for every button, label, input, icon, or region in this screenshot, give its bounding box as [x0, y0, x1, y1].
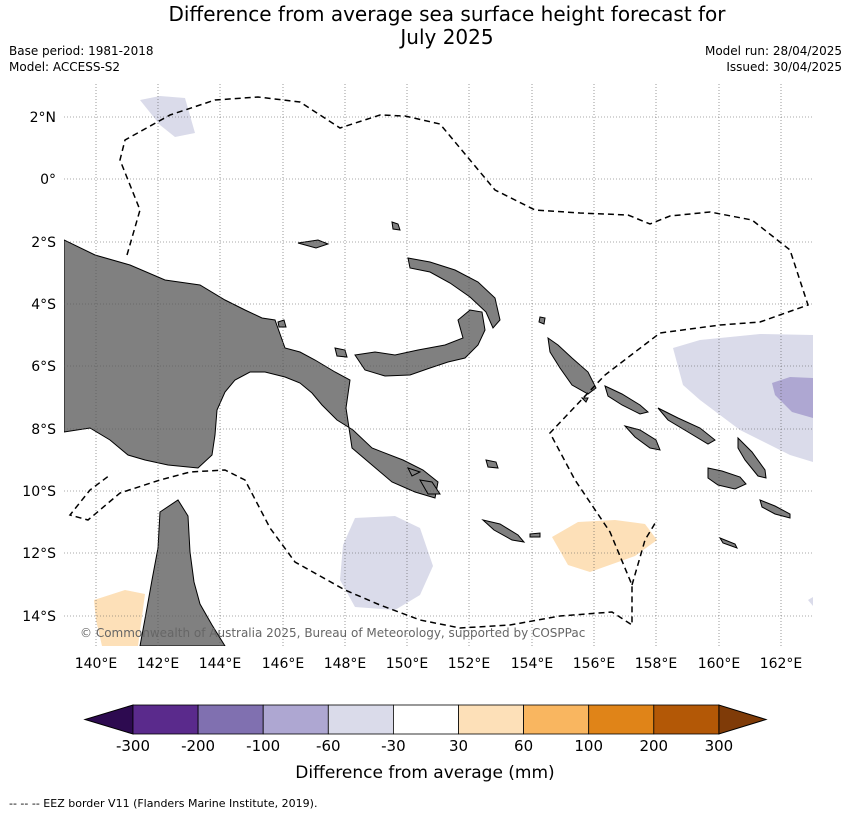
chart-title: Difference from average sea surface heig… [0, 3, 850, 49]
anomaly-patch-east-core [772, 377, 813, 418]
santa-cruz [718, 536, 739, 549]
meta-right: Model run: 28/04/2025 Issued: 30/04/2025 [705, 43, 842, 75]
admiralty-small [334, 347, 348, 358]
base-period: Base period: 1981-2018 [9, 44, 154, 58]
title-line-1: Difference from average sea surface heig… [168, 2, 726, 26]
cape-york [139, 499, 226, 646]
title-line-2: July 2025 [400, 25, 494, 49]
colorbar-segment [458, 704, 524, 735]
lon-label: 148°E [324, 656, 367, 672]
colorbar-segment [262, 704, 329, 735]
solomon-guadalcanal [707, 467, 747, 490]
lon-label: 162°E [760, 656, 803, 672]
anomaly-shading [94, 96, 813, 646]
colorbar-segment [392, 704, 459, 735]
lat-label: 10°S [22, 484, 56, 500]
land-masses [64, 221, 791, 646]
map-area: © Commonwealth of Australia 2025, Bureau… [64, 84, 813, 646]
lon-label: 156°E [573, 656, 616, 672]
colorbar-tick-label: 30 [449, 737, 468, 755]
new-britain [354, 309, 486, 377]
shortland [580, 397, 589, 403]
solomon-isabel [657, 407, 716, 445]
karkar [277, 319, 287, 328]
lon-label: 160°E [698, 656, 741, 672]
issued-date: Issued: 30/04/2025 [726, 60, 842, 74]
eez-footnote: -- -- -- EEZ border V11 (Flanders Marine… [9, 797, 318, 810]
lat-label: 4°S [31, 297, 56, 313]
lat-label: 6°S [31, 359, 56, 375]
lon-label: 154°E [511, 656, 554, 672]
colorbar-tick-label: -300 [116, 737, 150, 755]
model-run: Model run: 28/04/2025 [704, 44, 842, 58]
longitude-labels: 140°E 142°E 144°E 146°E 148°E 150°E 152°… [75, 656, 803, 672]
colorbar-tick-label: -100 [246, 737, 280, 755]
colorbar-segment [327, 704, 394, 735]
colorbar: -300 -200 -100 -60 -30 30 60 100 200 300 [83, 704, 768, 755]
colorbar-tick-label: 60 [514, 737, 533, 755]
manus [297, 239, 330, 249]
louisiade-archipelago [481, 519, 526, 543]
solomon-choiseul [604, 385, 650, 415]
lon-label: 142°E [137, 656, 180, 672]
new-hanover [391, 221, 401, 231]
lon-label: 140°E [75, 656, 118, 672]
buka [538, 316, 546, 325]
lon-label: 144°E [199, 656, 242, 672]
colorbar-tick-label: -60 [316, 737, 341, 755]
copyright-notice: © Commonwealth of Australia 2025, Bureau… [80, 626, 585, 640]
trobriand-islands [407, 467, 422, 477]
lon-label: 150°E [386, 656, 429, 672]
colorbar-extend-low [83, 704, 134, 735]
lat-label: 2°S [31, 235, 56, 251]
colorbar-tick-label: 200 [639, 737, 668, 755]
colorbar-extend-high [718, 704, 768, 735]
colorbar-segment [197, 704, 264, 735]
lat-label: 0° [40, 172, 56, 188]
kiriwina [485, 459, 499, 469]
colorbar-segment [588, 704, 655, 735]
new-ireland [407, 257, 501, 329]
colorbar-tick-label: 100 [574, 737, 603, 755]
latitude-labels: 2°N 0° 2°S 4°S 6°S 8°S 10°S 12°S 14°S [22, 110, 56, 625]
solomon-makira [759, 499, 791, 519]
model-name: Model: ACCESS-S2 [9, 60, 121, 74]
lat-label: 2°N [30, 110, 56, 126]
colorbar-label: Difference from average (mm) [295, 763, 554, 783]
lat-label: 8°S [31, 422, 56, 438]
lon-label: 146°E [262, 656, 305, 672]
lat-label: 14°S [22, 609, 56, 625]
colorbar-segment [523, 704, 590, 735]
eez-png [68, 96, 809, 629]
solomon-malaita [737, 436, 767, 479]
anomaly-patch-coralsea [340, 516, 433, 610]
lon-label: 158°E [635, 656, 678, 672]
anomaly-patch-north [140, 96, 195, 137]
colorbar-segment [653, 704, 720, 735]
new-guinea [64, 239, 439, 499]
colorbar-segment [132, 704, 199, 735]
anomaly-patch-far-east [808, 597, 813, 606]
colorbar-tick-label: -30 [381, 737, 406, 755]
colorbar-tick-label: -200 [181, 737, 215, 755]
rossel-island [529, 532, 541, 538]
colorbar-tick-label: 300 [705, 737, 734, 755]
meta-left: Base period: 1981-2018 Model: ACCESS-S2 [9, 43, 154, 75]
eez-solomons-south [631, 519, 658, 586]
new-georgia [623, 425, 661, 451]
graticule [64, 84, 813, 646]
eez-borders [68, 96, 809, 629]
lat-label: 12°S [22, 546, 56, 562]
d-entrecasteaux [419, 479, 441, 495]
anomaly-patch-solomon-south [552, 520, 657, 572]
lon-label: 152°E [448, 656, 491, 672]
anomaly-patch-southwest [94, 590, 145, 646]
